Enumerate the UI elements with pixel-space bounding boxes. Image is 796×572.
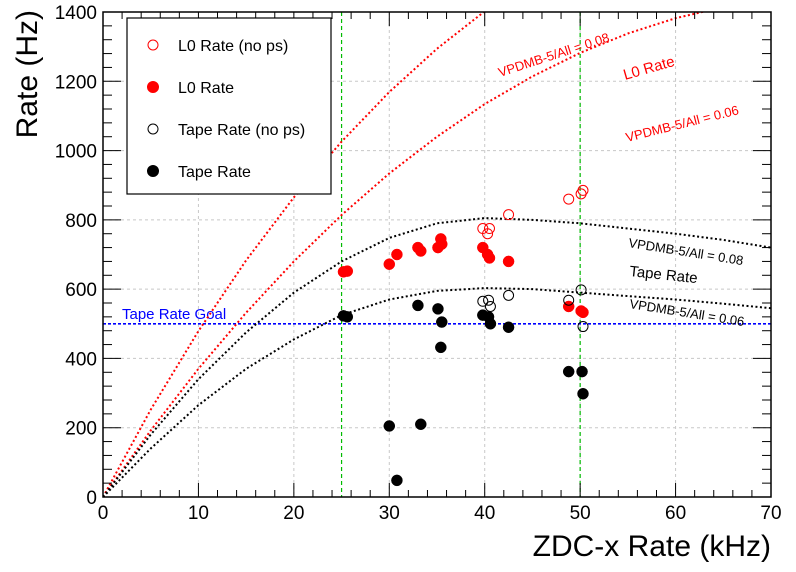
x-tick-label: 40 bbox=[474, 503, 495, 524]
x-tick-label: 0 bbox=[98, 503, 109, 524]
data-point bbox=[575, 284, 587, 296]
data-point bbox=[341, 265, 354, 277]
data-point bbox=[483, 223, 495, 235]
goal-line-label: Tape Rate Goal bbox=[122, 306, 226, 323]
model-curve bbox=[103, 12, 486, 497]
data-point bbox=[341, 311, 354, 323]
data-point bbox=[577, 184, 589, 196]
data-point bbox=[503, 209, 515, 221]
y-tick-label: 400 bbox=[65, 349, 97, 370]
y-tick-label: 0 bbox=[86, 488, 97, 509]
data-point bbox=[436, 238, 448, 250]
data-point bbox=[436, 316, 448, 328]
x-axis-title: ZDC-x Rate (kHz) bbox=[533, 530, 771, 563]
data-point bbox=[576, 365, 588, 378]
x-tick-label: 60 bbox=[665, 503, 686, 524]
legend-label: L0 Rate (no ps) bbox=[178, 38, 288, 55]
data-point bbox=[483, 252, 496, 264]
data-point bbox=[435, 341, 447, 354]
model-curve bbox=[103, 287, 771, 497]
data-point bbox=[391, 474, 403, 487]
data-point bbox=[484, 300, 496, 312]
reference-lines: Tape Rate Goal bbox=[103, 12, 771, 497]
legend-box bbox=[126, 17, 332, 195]
y-tick-label: 1000 bbox=[55, 142, 97, 163]
data-point bbox=[502, 255, 515, 268]
y-tick-label: 800 bbox=[65, 211, 97, 232]
x-tick-label: 50 bbox=[570, 503, 591, 524]
data-point bbox=[415, 418, 427, 430]
y-tick-label: 1200 bbox=[55, 72, 97, 93]
data-point bbox=[484, 318, 497, 330]
data-point bbox=[391, 248, 403, 261]
data-point bbox=[562, 365, 575, 378]
legend-label: L0 Rate bbox=[178, 80, 234, 97]
plot-frame bbox=[102, 11, 772, 498]
data-point bbox=[477, 295, 489, 307]
data-point bbox=[415, 245, 427, 257]
x-tick-label: 20 bbox=[283, 503, 304, 524]
legend-label: Tape Rate (no ps) bbox=[178, 122, 305, 139]
legend-marker bbox=[147, 39, 159, 51]
y-tick-label: 600 bbox=[65, 280, 97, 301]
data-point bbox=[503, 289, 515, 301]
y-tick-label: 200 bbox=[65, 419, 97, 440]
data-point bbox=[577, 321, 589, 333]
legend-marker bbox=[147, 165, 159, 177]
data-point bbox=[482, 228, 494, 240]
data-point bbox=[563, 294, 575, 306]
legend-label: Tape Rate bbox=[178, 164, 251, 181]
x-tick-label: 70 bbox=[760, 503, 781, 524]
data-point bbox=[577, 306, 589, 319]
data-points bbox=[337, 184, 589, 487]
x-tick-label: 30 bbox=[379, 503, 400, 524]
y-tick-label: 1400 bbox=[55, 3, 97, 24]
data-point bbox=[563, 193, 575, 205]
data-point bbox=[432, 303, 444, 315]
data-point bbox=[502, 321, 515, 333]
data-point bbox=[383, 258, 396, 270]
data-point bbox=[483, 294, 495, 306]
data-point bbox=[577, 388, 589, 400]
x-tick-label: 10 bbox=[188, 503, 209, 524]
legend-marker bbox=[147, 81, 159, 93]
data-point bbox=[562, 300, 575, 313]
plot-frame-rect bbox=[102, 11, 772, 498]
model-curves bbox=[103, 12, 771, 497]
data-point bbox=[412, 299, 424, 312]
legend: L0 Rate (no ps) L0 Rate Tape Rate (no ps) T… bbox=[126, 17, 332, 195]
y-axis-title: Rate (Hz) bbox=[11, 10, 44, 138]
data-point bbox=[383, 420, 396, 432]
legend-marker bbox=[147, 123, 159, 135]
